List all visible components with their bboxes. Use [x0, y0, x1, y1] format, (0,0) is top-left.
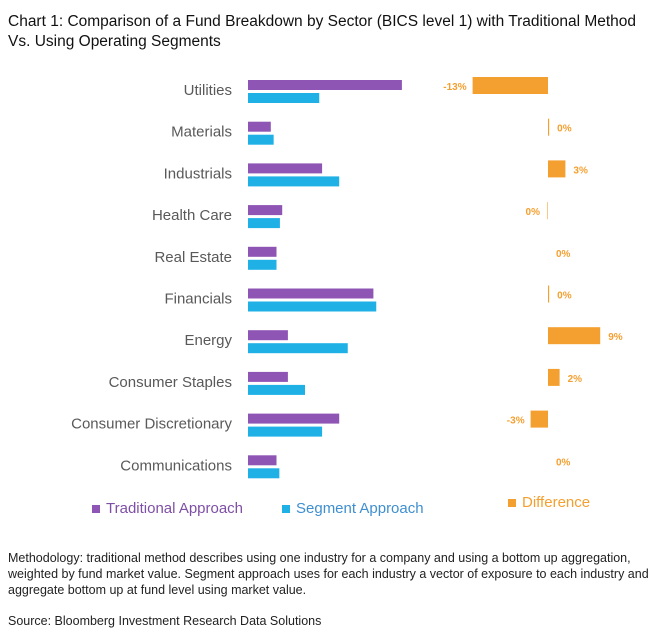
- source-note: Source: Bloomberg Investment Research Da…: [8, 614, 322, 628]
- bar-difference-industrials: [548, 160, 566, 178]
- bar-difference-financials: [548, 285, 550, 303]
- legend-difference: Difference: [508, 494, 590, 511]
- category-label-energy: Energy: [184, 332, 232, 349]
- category-label-health-care: Health Care: [152, 207, 232, 224]
- bar-traditional-consumer-staples: [248, 371, 288, 382]
- category-label-consumer-staples: Consumer Staples: [109, 374, 232, 391]
- bar-segment-materials: [248, 134, 274, 145]
- bar-difference-utilities: [472, 77, 548, 94]
- bar-segment-financials: [248, 301, 377, 312]
- bar-difference-materials: [548, 118, 550, 136]
- legend-segment: Segment Approach: [282, 500, 424, 517]
- bar-traditional-industrials: [248, 163, 323, 174]
- legend-segment-swatch: [282, 504, 290, 513]
- bar-difference-energy: [548, 327, 601, 345]
- difference-label-industrials: 3%: [573, 165, 588, 176]
- difference-label-health-care: 0%: [526, 207, 541, 218]
- bar-difference-consumer-discretionary: [530, 410, 548, 428]
- difference-label-communications: 0%: [556, 457, 571, 468]
- difference-label-materials: 0%: [557, 124, 572, 135]
- category-label-utilities: Utilities: [184, 82, 232, 99]
- bar-traditional-real-estate: [248, 246, 277, 257]
- difference-label-energy: 9%: [608, 332, 623, 343]
- bar-segment-real-estate: [248, 259, 277, 270]
- bar-segment-consumer-discretionary: [248, 426, 323, 437]
- legend-traditional-swatch: [92, 504, 100, 513]
- bar-traditional-materials: [248, 121, 271, 132]
- bar-segment-utilities: [248, 93, 320, 103]
- difference-label-financials: 0%: [557, 291, 572, 302]
- bar-segment-consumer-staples: [248, 384, 305, 395]
- chart-title: Chart 1: Comparison of a Fund Breakdown …: [8, 13, 637, 50]
- bar-traditional-communications: [248, 455, 277, 466]
- bar-difference-consumer-staples: [548, 368, 560, 386]
- difference-label-utilities: -13%: [443, 82, 466, 93]
- legend-difference-label: Difference: [522, 494, 591, 511]
- category-label-consumer-discretionary: Consumer Discretionary: [71, 416, 232, 433]
- legend-difference-swatch: [508, 498, 516, 507]
- difference-label-consumer-staples: 2%: [568, 374, 583, 385]
- bar-traditional-utilities: [248, 80, 402, 90]
- difference-label-consumer-discretionary: -3%: [507, 416, 525, 427]
- methodology-note: Methodology: traditional method describe…: [8, 551, 649, 597]
- bar-segment-energy: [248, 343, 348, 354]
- category-label-financials: Financials: [164, 291, 232, 308]
- difference-label-real-estate: 0%: [556, 249, 571, 260]
- category-label-industrials: Industrials: [164, 165, 232, 182]
- bar-traditional-health-care: [248, 205, 283, 216]
- bar-traditional-financials: [248, 288, 374, 299]
- bar-difference-health-care: [547, 202, 548, 220]
- category-label-communications: Communications: [120, 457, 232, 474]
- bar-segment-health-care: [248, 218, 280, 229]
- bar-segment-communications: [248, 468, 280, 479]
- legend-segment-label: Segment Approach: [296, 500, 424, 517]
- legend-traditional-label: Traditional Approach: [106, 500, 244, 517]
- bar-traditional-energy: [248, 330, 288, 341]
- chart-area: Utilities -13% Materials 0% Industrials 3% Hea…: [71, 77, 623, 479]
- bar-traditional-consumer-discretionary: [248, 413, 340, 424]
- legend-traditional: Traditional Approach: [92, 500, 243, 517]
- category-label-materials: Materials: [171, 124, 232, 141]
- bar-segment-industrials: [248, 176, 340, 187]
- category-label-real-estate: Real Estate: [154, 249, 232, 266]
